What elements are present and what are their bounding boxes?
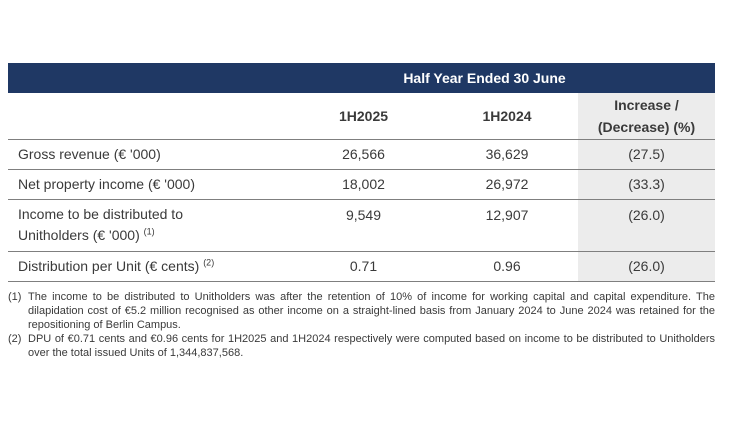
footnote-ref: (1) <box>143 226 155 237</box>
row-value-1h2025: 26,566 <box>291 139 436 170</box>
footnote-text: The income to be distributed to Unithold… <box>28 291 715 331</box>
row-value-change: (26.0) <box>578 199 715 252</box>
band-title: Half Year Ended 30 June <box>403 70 566 86</box>
row-label-line2: Unitholders (€ '000) (1) <box>18 225 291 246</box>
footnote: (2) DPU of €0.71 cents and €0.96 cents f… <box>8 332 715 360</box>
footnote: (1) The income to be distributed to Unit… <box>8 290 715 332</box>
column-header-change-line1: Increase / <box>614 97 679 113</box>
column-header-change: Increase / (Decrease) (%) <box>578 93 715 140</box>
row-value-1h2024: 36,629 <box>436 139 578 170</box>
row-label: Gross revenue (€ '000) <box>8 139 291 170</box>
column-header-blank <box>8 93 291 140</box>
row-label-line1: Income to be distributed to <box>18 206 183 222</box>
column-header-1h2024: 1H2024 <box>436 93 578 140</box>
row-label: Income to be distributed to Unitholders … <box>8 199 291 252</box>
row-value-1h2024: 26,972 <box>436 169 578 200</box>
row-value-1h2024: 12,907 <box>436 199 578 252</box>
table-header-band: Half Year Ended 30 June <box>8 63 715 93</box>
table-row: Gross revenue (€ '000) 26,566 36,629 (27… <box>8 139 715 170</box>
row-label-text: Distribution per Unit (€ cents) <box>18 258 200 274</box>
row-value-change: (33.3) <box>578 169 715 200</box>
row-value-1h2024: 0.96 <box>436 251 578 282</box>
row-label: Net property income (€ '000) <box>8 169 291 200</box>
footnote-number: (2) <box>8 333 22 345</box>
footnote-number: (1) <box>8 291 22 303</box>
row-value-change: (26.0) <box>578 251 715 282</box>
row-value-change: (27.5) <box>578 139 715 170</box>
financial-summary-table: Half Year Ended 30 June 1H2025 1H2024 In… <box>8 63 715 282</box>
row-value-1h2025: 9,549 <box>291 199 436 252</box>
column-header-change-line2: (Decrease) (%) <box>597 119 696 135</box>
footnote-ref: (2) <box>203 257 215 268</box>
table-row: Net property income (€ '000) 18,002 26,9… <box>8 169 715 200</box>
column-header-1h2025: 1H2025 <box>291 93 436 140</box>
footnote-text: DPU of €0.71 cents and €0.96 cents for 1… <box>28 333 715 359</box>
table-row: Income to be distributed to Unitholders … <box>8 199 715 252</box>
footnotes: (1) The income to be distributed to Unit… <box>8 290 715 360</box>
row-value-1h2025: 0.71 <box>291 251 436 282</box>
table-row: Distribution per Unit (€ cents) (2) 0.71… <box>8 251 715 282</box>
row-value-1h2025: 18,002 <box>291 169 436 200</box>
row-label: Distribution per Unit (€ cents) (2) <box>8 251 291 282</box>
row-label-line2-text: Unitholders (€ '000) <box>18 227 140 243</box>
column-header-row: 1H2025 1H2024 Increase / (Decrease) (%) <box>8 93 715 140</box>
